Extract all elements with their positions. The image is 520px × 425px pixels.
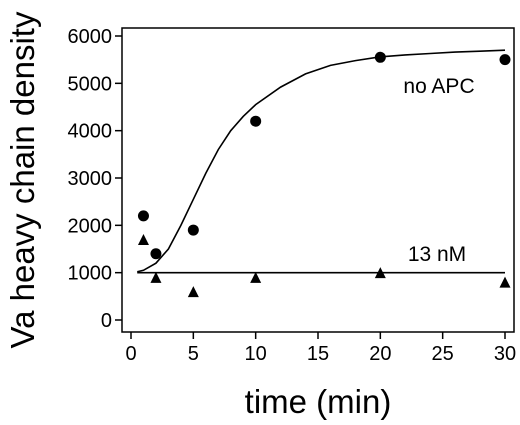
- series-0-point: [499, 54, 511, 66]
- x-tick-label: 25: [432, 343, 454, 365]
- series-0-point: [250, 115, 262, 127]
- series-1-point: [250, 271, 262, 283]
- y-tick-label: 6000: [68, 26, 113, 48]
- annotation-13nm: 13 nM: [408, 243, 466, 266]
- series-layer: [137, 49, 511, 298]
- y-axis-title: Va heavy chain density: [4, 11, 41, 348]
- series-0-point: [187, 224, 199, 236]
- x-tick-label: 15: [307, 343, 329, 365]
- series-0-fit-line: [137, 49, 506, 273]
- x-tick-label: 10: [245, 343, 267, 365]
- y-tick-label: 5000: [68, 73, 113, 95]
- series-0-point: [374, 51, 386, 63]
- y-tick-label: 0: [101, 310, 112, 332]
- y-tick-label: 4000: [68, 121, 113, 143]
- series-1-point: [499, 276, 511, 288]
- x-tick-label: 30: [494, 343, 516, 365]
- series-1-point: [187, 286, 199, 298]
- x-axis-title: time (min): [245, 383, 392, 420]
- series-0-point: [150, 248, 162, 260]
- plot-frame: [121, 27, 515, 333]
- x-tick-label: 0: [125, 343, 136, 365]
- series-0-point: [137, 210, 149, 222]
- series-1-point: [374, 267, 386, 279]
- annotation-no-apc: no APC: [403, 75, 474, 98]
- x-tick-label: 20: [369, 343, 391, 365]
- y-tick-label: 3000: [68, 168, 113, 190]
- series-1-point: [150, 271, 162, 283]
- series-1-point: [137, 234, 149, 246]
- axes: 0 5 10 15 20 25 30 0 1000 2000 3000 4000 5000 6000: [68, 26, 517, 365]
- y-tick-label: 1000: [68, 263, 113, 285]
- x-tick-label: 5: [188, 343, 199, 365]
- y-tick-label: 2000: [68, 215, 113, 237]
